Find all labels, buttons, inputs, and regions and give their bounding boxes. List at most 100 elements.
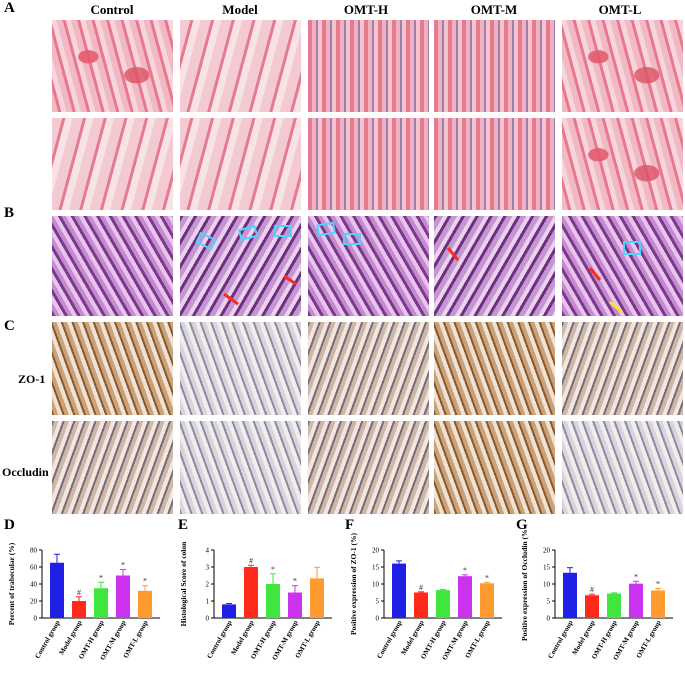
panel-letter-g: G xyxy=(516,517,528,533)
chart-g-bar-4 xyxy=(651,590,665,618)
bone-he-image-omt-m-high xyxy=(434,118,555,210)
bone-he-image-omt-m-low xyxy=(434,20,555,112)
panel-letter-c: C xyxy=(4,318,15,334)
occludin-ihc-image-omt-h xyxy=(308,421,429,514)
panel-letter-a: A xyxy=(4,0,15,16)
column-title-model: Model xyxy=(222,2,258,17)
chart-g-marker-3: * xyxy=(634,572,638,581)
chart-d-marker-3: * xyxy=(121,561,125,570)
zo1-ihc-image-control xyxy=(52,322,173,415)
chart-g-ytick-label-3: 15 xyxy=(543,564,551,572)
chart-f-marker-1: # xyxy=(419,583,423,592)
colon-he-image-model xyxy=(180,216,301,316)
chart-g-bar-0 xyxy=(563,572,577,618)
zo1-ihc-image-omt-m xyxy=(434,322,555,415)
panel-letter-d: D xyxy=(4,517,15,533)
zo1-ihc-image-model xyxy=(180,322,301,415)
chart-f-marker-4: * xyxy=(485,573,489,582)
omt-m-arrows-overlay xyxy=(446,247,460,261)
chart-d-ytick-label-1: 20 xyxy=(30,598,38,606)
chart-g-ytick-label-0: 0 xyxy=(547,615,551,623)
panel-letter-e: E xyxy=(178,517,189,533)
chart-f-bar-3 xyxy=(458,576,472,618)
column-title-omt-m: OMT-M xyxy=(470,2,518,17)
chart-e-bar-4 xyxy=(310,578,324,618)
chart-g-bar-1 xyxy=(585,595,599,618)
occludin-ihc-image-model xyxy=(180,421,301,514)
bone-he-image-control-low xyxy=(52,20,173,112)
chart-f-bar-2 xyxy=(436,590,450,618)
chart-g-category-label-0: Control group xyxy=(546,619,574,660)
chart-e-bar-2 xyxy=(266,584,280,618)
chart-f-bar-1 xyxy=(414,592,428,618)
chart-d-ytick-label-2: 40 xyxy=(30,581,38,589)
zo1-ihc-image-omt-l xyxy=(562,322,683,415)
chart-g-ytick-label-2: 10 xyxy=(543,581,551,589)
chart-f: Positive expression of ZO-1 (%) 0 5 10 15 20 C… xyxy=(349,533,502,662)
column-title-omt-l: OMT-L xyxy=(598,2,642,17)
chart-g-marker-4: * xyxy=(656,579,660,588)
chart-e-bar-0 xyxy=(222,604,236,618)
chart-d-ytick-label-0: 0 xyxy=(34,615,38,623)
chart-d-ytick-label-3: 60 xyxy=(30,564,38,572)
chart-f-marker-3: * xyxy=(463,566,467,575)
colon-he-image-omt-h xyxy=(308,216,429,316)
chart-e-marker-1: # xyxy=(249,556,253,565)
bone-he-image-omt-h-high xyxy=(308,118,429,210)
chart-g-bar-2 xyxy=(607,593,621,618)
chart-d-bar-4 xyxy=(138,590,152,618)
bone-he-image-omt-l-low xyxy=(562,20,683,112)
bone-he-image-control-high xyxy=(52,118,173,210)
occludin-ihc-image-omt-m xyxy=(434,421,555,514)
chart-d-marker-1: # xyxy=(77,588,81,597)
chart-g-ylabel: Positive expression of Occludin (%) xyxy=(520,530,529,641)
chart-f-ylabel: Positive expression of ZO-1 (%) xyxy=(349,533,358,635)
bone-he-image-model-high xyxy=(180,118,301,210)
chart-e-ytick-label-4: 4 xyxy=(206,547,210,555)
colon-he-image-control xyxy=(52,216,173,316)
chart-f-bar-0 xyxy=(392,563,406,618)
chart-e-ytick-label-2: 2 xyxy=(206,581,210,589)
chart-g-ytick-label-1: 5 xyxy=(547,598,551,606)
chart-g-marker-1: # xyxy=(590,585,594,594)
zo1-ihc-image-omt-h xyxy=(308,322,429,415)
chart-g-bar-3 xyxy=(629,583,643,618)
chart-f-bar-4 xyxy=(480,583,494,618)
bone-he-image-model-low xyxy=(180,20,301,112)
chart-e-bar-1 xyxy=(244,567,258,618)
occludin-ihc-image-control xyxy=(52,421,173,514)
colon-he-image-omt-l xyxy=(562,216,683,316)
chart-e-category-label-0: Control group xyxy=(205,619,233,660)
chart-d: Percent of trabecular (%) 0 20 40 60 80 Contro… xyxy=(7,542,160,662)
chart-g-ytick-label-4: 20 xyxy=(543,547,551,555)
omt-l-arrows-overlay xyxy=(588,241,641,314)
chart-f-category-label-0: Control group xyxy=(375,619,403,660)
chart-d-bar-2 xyxy=(94,588,108,618)
chart-e-bar-3 xyxy=(288,592,302,618)
chart-g: Positive expression of Occludin (%) 0 5 10 1… xyxy=(520,530,673,662)
panel-letter-f: F xyxy=(345,517,355,533)
chart-f-ytick-label-0: 0 xyxy=(376,615,380,623)
chart-e-ytick-label-3: 3 xyxy=(206,564,210,572)
chart-d-bar-3 xyxy=(116,575,130,618)
chart-e: Histological Score of colon 0 1 2 3 4 Control … xyxy=(179,541,332,662)
chart-d-marker-2: * xyxy=(99,573,103,582)
chart-f-ytick-label-1: 5 xyxy=(376,598,380,606)
chart-f-ytick-label-4: 20 xyxy=(372,547,380,555)
chart-e-ylabel: Histological Score of colon xyxy=(179,541,188,626)
column-title-omt-h: OMT-H xyxy=(343,2,389,17)
colon-he-image-omt-m xyxy=(434,216,555,316)
chart-f-ytick-label-3: 15 xyxy=(372,564,380,572)
chart-e-marker-3: * xyxy=(293,577,297,586)
chart-d-category-label-0: Control group xyxy=(33,619,61,660)
chart-e-ytick-label-0: 0 xyxy=(206,615,210,623)
row-label-occludin: Occludin xyxy=(2,465,49,479)
chart-e-marker-2: * xyxy=(271,565,275,574)
omt-h-arrows-overlay xyxy=(316,221,361,245)
chart-d-bar-0 xyxy=(50,562,64,618)
chart-d-bar-1 xyxy=(72,601,86,618)
chart-d-ytick-label-4: 80 xyxy=(30,547,38,555)
panel-letter-b: B xyxy=(4,205,15,221)
column-title-control: Control xyxy=(90,2,134,17)
occludin-ihc-image-omt-l xyxy=(562,421,683,514)
